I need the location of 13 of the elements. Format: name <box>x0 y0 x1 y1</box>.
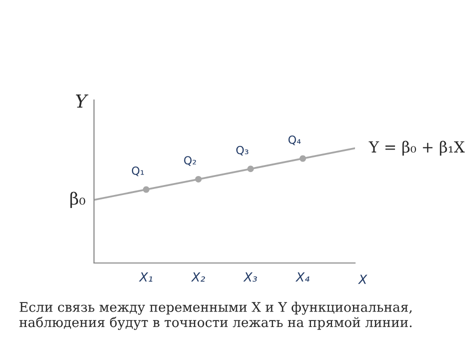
x-tick-label: X₁ <box>138 272 152 282</box>
annotation: Q₁ <box>132 166 144 176</box>
text: Если связь между переменными X и Y функциональная, наблюдения будут в точности лежать на прямой линии. <box>19 302 412 330</box>
text: β₀ <box>70 192 86 208</box>
annotation: Q₃ <box>236 146 248 156</box>
text: Y = β₀ + β₁X <box>368 140 465 156</box>
annotation: Q₄ <box>288 135 301 146</box>
x-axis-title: X <box>358 274 368 284</box>
y-axis-title: Y <box>76 94 88 108</box>
x-tick-label: X₂ <box>191 272 205 282</box>
x-tick-label: X₄ <box>295 272 310 282</box>
annotation: Q₂ <box>184 156 196 166</box>
x-tick-label: X₃ <box>243 272 257 282</box>
